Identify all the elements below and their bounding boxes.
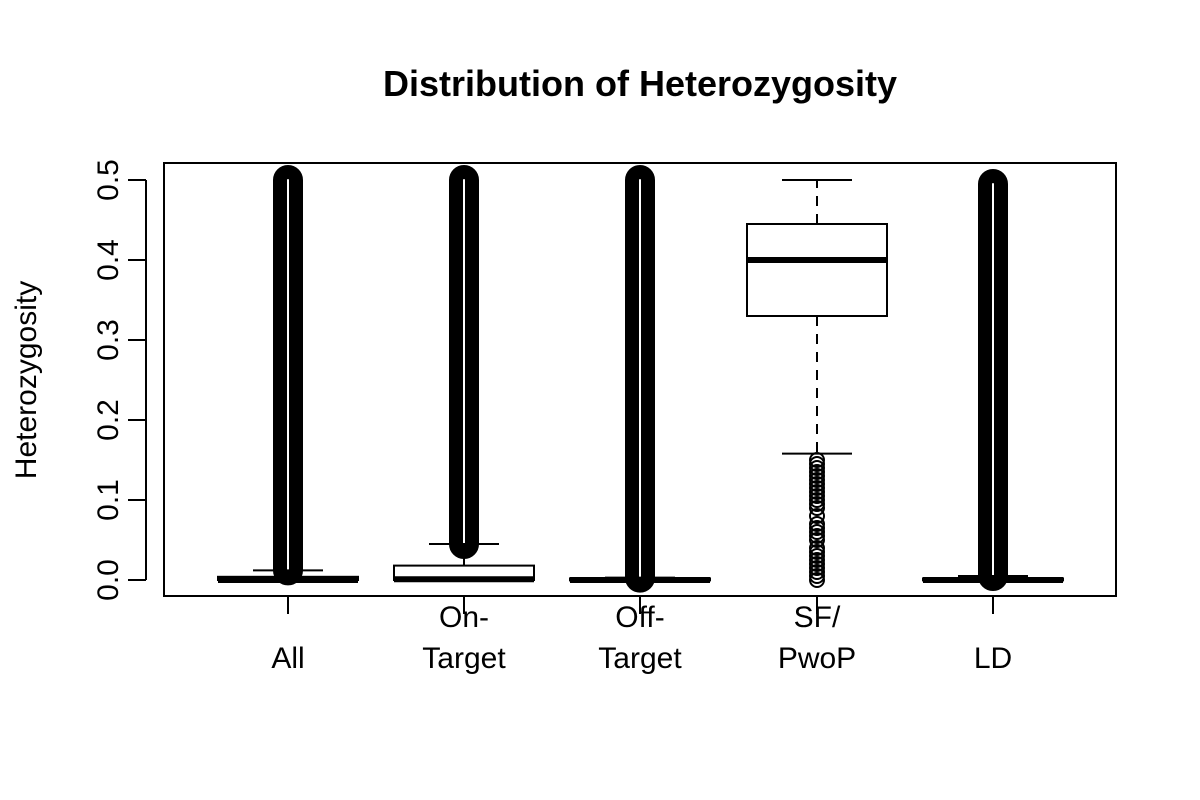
outlier-point (809, 480, 825, 496)
outlier-point (809, 516, 825, 532)
y-tick-label: 0.3 (92, 319, 125, 361)
x-axis: All On- Target Off- Target SF/PwoP LD (271, 596, 1012, 675)
outlier-point (809, 560, 825, 576)
y-axis-label: Heterozygosity (10, 281, 43, 479)
outlier-point (809, 528, 825, 544)
box-iqr (746, 223, 888, 317)
box-1 (393, 165, 535, 583)
outlier-point (809, 572, 825, 588)
outlier-point (809, 508, 825, 524)
outlier-band (625, 165, 655, 593)
chart-title: Distribution of Heterozygosity (383, 63, 897, 104)
outlier-band (273, 165, 303, 586)
outlier-point (809, 496, 825, 512)
y-tick-label: 0.0 (92, 559, 125, 601)
outlier-point (809, 464, 825, 480)
outlier-point (809, 532, 825, 548)
x-tick-label: Off- (615, 601, 664, 634)
outlier-point (809, 456, 825, 472)
box-0 (217, 165, 359, 586)
x-tick-label: On- (439, 601, 489, 634)
outlier-point (809, 556, 825, 572)
outlier-point (809, 524, 825, 540)
outlier-point (809, 452, 825, 468)
x-tick-label: All (271, 642, 304, 675)
outlier-point (809, 484, 825, 500)
x-tick-label: Target (598, 642, 682, 675)
plot-frame (163, 162, 1117, 597)
outlier-point (809, 488, 825, 504)
y-tick-label: 0.2 (92, 399, 125, 441)
outlier-point (809, 548, 825, 564)
outlier-band (449, 165, 479, 559)
outlier-point (809, 552, 825, 568)
outlier-point (809, 544, 825, 560)
x-tick-label: Target (422, 642, 506, 675)
box-3 (746, 179, 888, 588)
outlier-point (809, 564, 825, 580)
y-tick-label: 0.1 (92, 479, 125, 521)
outlier-point (809, 500, 825, 516)
outlier-point (809, 460, 825, 476)
outlier-point (809, 468, 825, 484)
box-2 (569, 165, 711, 593)
outlier-point (809, 472, 825, 488)
x-tick-label: SF/ (794, 601, 841, 634)
outlier-point (809, 476, 825, 492)
y-tick-label: 0.5 (92, 159, 125, 201)
x-tick-label: PwoP (778, 642, 856, 675)
outlier-point (809, 520, 825, 536)
outlier-point (809, 540, 825, 556)
x-tick-label: LD (974, 642, 1012, 675)
y-axis: 0.0 0.1 0.2 0.3 0.4 0.5 (92, 159, 147, 601)
box-4 (922, 169, 1064, 591)
outlier-band (978, 169, 1008, 591)
outlier-point (809, 492, 825, 508)
outlier-point (809, 568, 825, 584)
boxes (217, 165, 1064, 593)
y-tick-label: 0.4 (92, 239, 125, 281)
